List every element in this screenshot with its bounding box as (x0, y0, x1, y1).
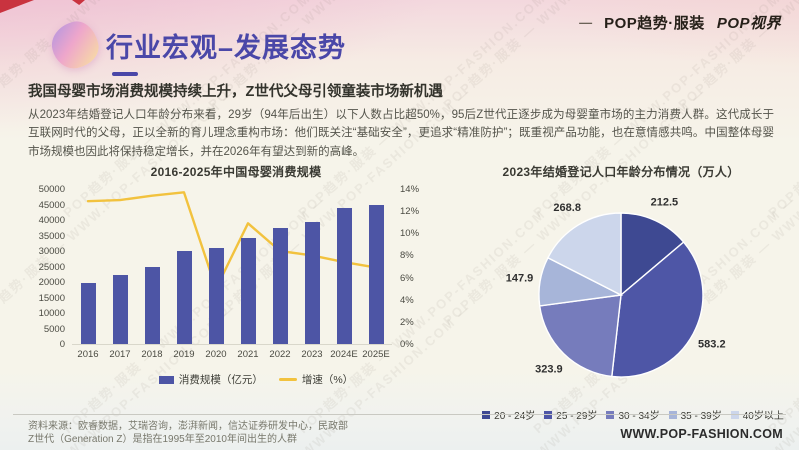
bar-swatch-icon (158, 375, 174, 384)
bar-2018 (144, 266, 160, 344)
growth-line (86, 191, 378, 290)
brand-logo-primary: POP趋势·服装 (604, 15, 705, 32)
left-axis-tick: 10000 (38, 308, 65, 319)
pie-value-label-3: 147.9 (506, 273, 534, 285)
left-axis-tick: 0 (59, 339, 65, 350)
line-swatch-icon (278, 378, 297, 381)
bar-chart-title: 2016-2025年中国母婴消费规模 (150, 165, 322, 179)
x-axis-labels: 2016 2017 2018 2019 2020 2021 2022 2023 2024E 202… (72, 349, 392, 360)
header-brand: — POP趋势·服装 POP视界 (579, 12, 781, 33)
footer-source-line2: Z世代（Generation Z）是指在1995年至2010年间出生的人群 (28, 434, 297, 445)
pie-chart: 2023年结婚登记人口年龄分布情况（万人） 212.5 583.2 323.9 147… (455, 163, 787, 422)
bar-2017 (112, 274, 128, 344)
body-paragraph: 从2023年结婚登记人口年龄分布来看，29岁（94年后出生）以下人数占比超50%… (28, 109, 774, 158)
bar-2021 (240, 237, 256, 344)
page-title: 行业宏观–发展态势 (106, 32, 347, 63)
left-axis-tick: 5000 (43, 323, 65, 335)
growth-polyline (86, 191, 378, 290)
right-axis-tick: 0% (400, 339, 414, 350)
right-axis-tick: 4% (400, 294, 414, 306)
combo-plot-wrap: 50000 45000 40000 35000 30000 25000 20000 15000… (30, 185, 442, 350)
x-tick-2019: 2019 (173, 349, 195, 360)
right-axis-tick: 12% (400, 206, 420, 218)
right-axis-ticks: 14% 12% 10% 8% 6% 4% 2% 0% (392, 185, 426, 350)
legend-label-bars: 消费规模（亿元） (178, 374, 263, 386)
legend-item-bars: 消费规模（亿元） (158, 372, 263, 387)
pie-legend-label: 35 - 39岁 (680, 411, 722, 422)
footer-source-line1: 资料来源：欧睿数据，艾瑞咨询，澎湃新闻，信达证券研发中心，民政部 (28, 421, 348, 432)
bar-2024E (336, 208, 352, 344)
right-axis-tick: 6% (400, 272, 414, 284)
pie-legend-label: 40岁以上 (742, 411, 784, 422)
right-axis-tick: 14% (400, 184, 420, 195)
pie-slice-1 (611, 241, 704, 378)
bar-2019 (176, 251, 192, 344)
gradient-blob-icon (47, 17, 103, 73)
bar-2025E (368, 204, 384, 344)
pie-value-label-2: 323.9 (535, 364, 563, 376)
left-axis-ticks: 50000 45000 40000 35000 30000 25000 20000 15000… (30, 185, 72, 350)
x-tick-2025E: 2025E (362, 349, 390, 360)
legend-item-line: 增速（%） (278, 372, 354, 387)
corner-accent-small-icon (72, 0, 85, 5)
bar-plot-area (72, 189, 392, 345)
pie-legend-label: 25 - 29岁 (556, 411, 598, 422)
bar-chart-legend: 消费规模（亿元） 增速（%） (50, 372, 462, 387)
x-tick-2016: 2016 (77, 349, 99, 360)
x-tick-2017: 2017 (109, 349, 131, 360)
bar-2016 (80, 282, 96, 344)
right-axis-tick: 2% (400, 316, 414, 328)
brand-dash: — (579, 15, 593, 30)
left-axis-tick: 35000 (38, 230, 65, 242)
legend-label-line: 增速（%） (301, 374, 354, 386)
left-axis-tick: 20000 (38, 277, 65, 288)
pie-slice-0 (620, 212, 685, 297)
slide-subtitle: 我国母婴市场消费规模持续上升，Z世代父母引领童装市场新机遇 (28, 84, 443, 100)
x-tick-2021: 2021 (237, 349, 259, 360)
title-row: 行业宏观–发展态势 (47, 17, 347, 73)
footer-website: WWW.POP-FASHION.COM (620, 427, 783, 441)
x-tick-2020: 2020 (205, 349, 227, 360)
pie-legend-label: 30 - 34岁 (618, 411, 660, 422)
pie-value-label-1: 583.2 (698, 339, 726, 351)
pie-value-label-0: 212.5 (651, 197, 679, 209)
left-axis-tick: 15000 (38, 292, 65, 304)
x-tick-2022: 2022 (269, 349, 291, 360)
bar-line-chart: 2016-2025年中国母婴消费规模 50000 45000 40000 35000 3… (30, 163, 442, 387)
pie-svg: 212.5 583.2 323.9 147.9 268.8 (506, 197, 726, 378)
brand-logo-secondary: POP视界 (716, 15, 781, 32)
corner-accent-icon (0, 0, 34, 13)
x-tick-2024E: 2024E (330, 349, 358, 360)
pie-chart-title: 2023年结婚登记人口年龄分布情况（万人） (502, 165, 740, 179)
x-tick-2018: 2018 (141, 349, 163, 360)
footer-divider (13, 414, 786, 415)
pie-svg-wrap: 212.5 583.2 323.9 147.9 268.8 (455, 189, 787, 401)
left-axis-tick: 25000 (38, 261, 65, 273)
bar-2023 (304, 222, 320, 344)
bar-2020 (208, 248, 224, 344)
left-axis-tick: 45000 (38, 199, 65, 211)
right-axis-tick: 8% (400, 250, 414, 262)
pie-slice-2 (538, 294, 622, 378)
left-axis-tick: 50000 (38, 184, 65, 195)
pie-legend-label: 20 - 24岁 (494, 411, 536, 422)
pie-slice-4 (546, 212, 622, 297)
x-tick-2023: 2023 (301, 349, 323, 360)
pie-value-label-4: 268.8 (553, 202, 581, 214)
title-underline (112, 72, 138, 76)
left-axis-tick: 40000 (38, 215, 65, 226)
footer-source: 资料来源：欧睿数据，艾瑞咨询，澎湃新闻，信达证券研发中心，民政部 Z世代（Gen… (28, 420, 348, 446)
right-axis-tick: 10% (400, 228, 420, 240)
bar-2022 (272, 228, 288, 344)
left-axis-tick: 30000 (38, 246, 65, 257)
